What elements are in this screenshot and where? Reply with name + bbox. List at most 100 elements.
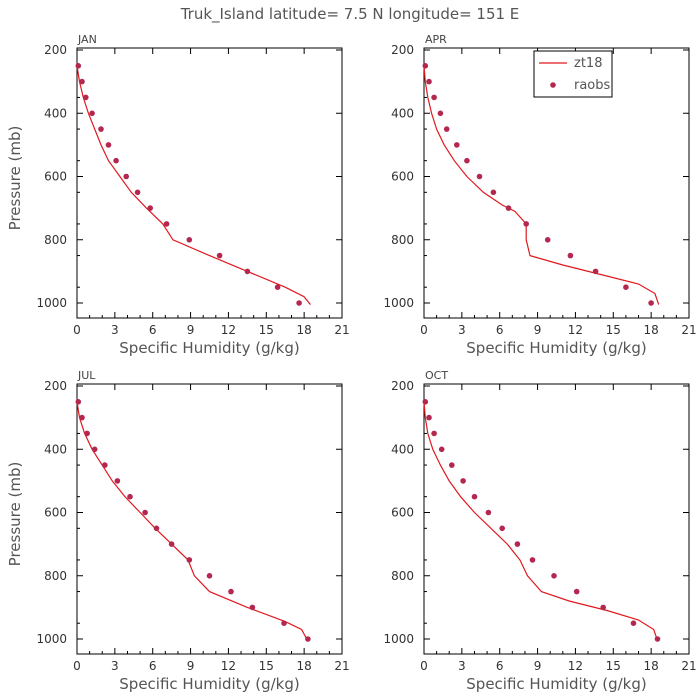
x-tick-label: 21 (681, 323, 696, 337)
legend: zt18 raobs (533, 50, 613, 98)
data-point-raobs (123, 173, 129, 180)
x-tick-label: 0 (73, 659, 81, 673)
y-tick-label: 600 (391, 506, 414, 520)
data-point-raobs (113, 157, 119, 164)
y-tick-label: 200 (391, 43, 414, 57)
plot-frame (76, 383, 343, 655)
data-point-raobs (249, 604, 256, 611)
x-tick-label: 6 (149, 323, 157, 337)
x-tick-label: 9 (534, 323, 542, 337)
x-tick-label: 15 (259, 659, 274, 673)
data-point-raobs (471, 493, 478, 500)
data-point-raobs (544, 237, 551, 243)
x-tick-label: 9 (187, 323, 195, 337)
x-tick-label: 18 (644, 323, 659, 337)
data-point-raobs (460, 478, 466, 484)
data-point-raobs (89, 110, 95, 117)
y-tick-label: 800 (44, 569, 67, 583)
x-tick-label: 12 (221, 659, 236, 673)
panel-label: APR (425, 33, 447, 46)
panel-label: JUL (77, 369, 96, 382)
x-tick-label: 0 (420, 659, 428, 673)
data-point-raobs (206, 573, 213, 579)
data-point-raobs (426, 78, 432, 85)
series-line-zt18 (423, 401, 659, 641)
x-tick-label: 3 (458, 659, 466, 673)
data-point-raobs (147, 205, 153, 211)
data-point-raobs (592, 268, 599, 275)
data-point-raobs (274, 284, 281, 291)
y-tick-label: 1000 (383, 296, 414, 310)
data-point-raobs (443, 126, 450, 132)
data-point-raobs (91, 446, 98, 453)
data-point-raobs (84, 430, 90, 437)
y-tick-label: 400 (391, 106, 414, 120)
legend-box (533, 50, 613, 98)
y-tick-label: 200 (391, 379, 414, 393)
data-point-raobs (514, 541, 521, 547)
x-tick-label: 15 (606, 323, 621, 337)
x-axis-label: Specific Humidity (g/kg) (119, 339, 299, 357)
x-tick-label: 18 (297, 323, 312, 337)
series-line-zt18 (76, 65, 311, 305)
data-point-raobs (454, 142, 460, 148)
data-point-raobs (142, 509, 148, 516)
data-point-raobs (449, 462, 455, 468)
series-line-zt18 (76, 401, 308, 640)
data-point-raobs (228, 588, 234, 595)
x-tick-label: 6 (496, 659, 504, 673)
x-tick-label: 0 (420, 323, 428, 337)
y-tick-label: 800 (391, 569, 414, 583)
y-tick-label: 800 (44, 233, 67, 247)
plot-frame (76, 47, 343, 319)
data-point-raobs (551, 573, 557, 579)
y-tick-label: 1000 (36, 632, 67, 646)
data-point-raobs (83, 94, 89, 101)
x-tick-label: 21 (334, 659, 349, 673)
x-tick-label: 0 (73, 323, 81, 337)
x-axis-label: Specific Humidity (g/kg) (466, 339, 646, 357)
x-tick-label: 18 (644, 659, 659, 673)
y-tick-label: 200 (44, 43, 67, 57)
x-tick-label: 9 (187, 659, 195, 673)
x-tick-label: 9 (534, 659, 542, 673)
data-point-raobs (102, 462, 108, 468)
y-tick-label: 400 (391, 442, 414, 456)
data-point-raobs (623, 284, 629, 291)
data-point-raobs (186, 557, 193, 563)
x-tick-label: 15 (259, 323, 274, 337)
plot-frame (423, 383, 690, 655)
plot-frame (423, 47, 690, 319)
data-point-raobs (75, 63, 82, 69)
data-point-raobs (630, 620, 637, 626)
y-axis-label: Pressure (mb) (6, 462, 24, 567)
x-tick-label: 12 (568, 323, 583, 337)
data-point-raobs (485, 509, 492, 516)
data-point-raobs (114, 478, 121, 484)
data-point-raobs (426, 414, 432, 421)
data-point-raobs (168, 541, 175, 547)
x-tick-label: 6 (496, 323, 504, 337)
data-point-raobs (438, 446, 445, 453)
panel-label: JAN (77, 33, 97, 46)
x-tick-label: 21 (334, 323, 349, 337)
data-point-raobs (105, 142, 112, 148)
data-point-raobs (567, 252, 574, 259)
data-point-raobs (186, 237, 193, 243)
data-point-raobs (134, 189, 141, 196)
y-tick-label: 400 (44, 442, 67, 456)
data-point-raobs (153, 525, 160, 532)
x-tick-label: 3 (111, 323, 119, 337)
data-point-raobs (216, 252, 223, 259)
y-tick-label: 1000 (383, 632, 414, 646)
data-point-raobs (476, 173, 483, 180)
figure-title: Truk_Island latitude= 7.5 N longitude= 1… (180, 5, 520, 24)
legend-label-zt18: zt18 (574, 56, 602, 71)
y-tick-label: 800 (391, 233, 414, 247)
x-tick-label: 12 (221, 323, 236, 337)
data-point-raobs (600, 604, 606, 611)
data-point-raobs (75, 399, 82, 405)
x-tick-label: 12 (568, 659, 583, 673)
data-point-raobs (648, 300, 654, 306)
data-point-raobs (296, 300, 302, 306)
